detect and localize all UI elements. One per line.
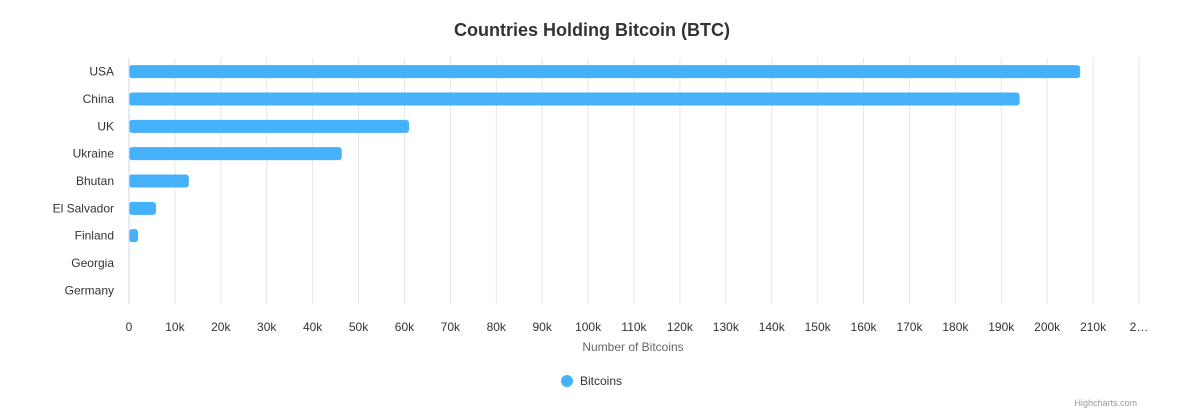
category-label: UK xyxy=(97,119,114,133)
bar-finland[interactable] xyxy=(129,229,139,243)
category-label: Ukraine xyxy=(73,147,115,161)
x-tick-label: 100k xyxy=(575,320,602,334)
x-tick-label: 200k xyxy=(1034,320,1061,334)
x-tick-label: 180k xyxy=(942,320,969,334)
x-tick-label: 10k xyxy=(165,320,185,334)
x-tick-label: 120k xyxy=(667,320,694,334)
bar-ukraine[interactable] xyxy=(129,147,342,161)
category-label: USA xyxy=(89,65,114,79)
category-label: Bhutan xyxy=(76,174,114,188)
category-labels: USA China UK Ukraine Bhutan El Salvador Finlan… xyxy=(53,65,115,298)
x-tick-label: 160k xyxy=(851,320,878,334)
bar-el-salvador[interactable] xyxy=(129,201,156,215)
x-tick-label: 110k xyxy=(621,320,647,334)
x-tick-label: 60k xyxy=(395,320,415,334)
category-label: Finland xyxy=(75,229,114,243)
x-axis-ticks: 0 10k 20k 30k 40k 50k 60k 70k 80k 90k 100k 110k 120k… xyxy=(126,320,1149,334)
category-label: Georgia xyxy=(71,256,114,270)
x-tick-label: 170k xyxy=(896,320,923,334)
bar-usa[interactable] xyxy=(129,65,1081,79)
legend-symbol-bitcoins xyxy=(561,375,573,387)
bar-bhutan[interactable] xyxy=(129,174,189,188)
bars xyxy=(129,65,1081,243)
x-tick-label: 150k xyxy=(805,320,832,334)
bar-china[interactable] xyxy=(129,92,1020,106)
x-tick-label: 90k xyxy=(533,320,553,334)
x-tick-label: 30k xyxy=(257,320,277,334)
category-label: Germany xyxy=(65,283,114,297)
legend[interactable]: Bitcoins xyxy=(561,374,622,388)
category-label: El Salvador xyxy=(53,201,114,215)
x-tick-label: 40k xyxy=(303,320,323,334)
x-tick-label: 80k xyxy=(487,320,507,334)
legend-label-bitcoins[interactable]: Bitcoins xyxy=(580,374,622,388)
credits-link[interactable]: Highcharts.com xyxy=(1074,398,1137,408)
x-tick-label: 0 xyxy=(126,320,133,334)
chart-title: Countries Holding Bitcoin (BTC) xyxy=(454,20,730,40)
x-axis-title: Number of Bitcoins xyxy=(582,340,683,354)
x-tick-label: 140k xyxy=(759,320,786,334)
category-label: China xyxy=(83,92,115,106)
x-tick-label: 2… xyxy=(1130,320,1149,334)
x-tick-label: 190k xyxy=(988,320,1015,334)
bar-uk[interactable] xyxy=(129,119,410,133)
x-tick-label: 50k xyxy=(349,320,369,334)
x-tick-label: 20k xyxy=(211,320,231,334)
x-tick-label: 70k xyxy=(441,320,461,334)
x-tick-label: 130k xyxy=(713,320,740,334)
x-tick-label: 210k xyxy=(1080,320,1107,334)
